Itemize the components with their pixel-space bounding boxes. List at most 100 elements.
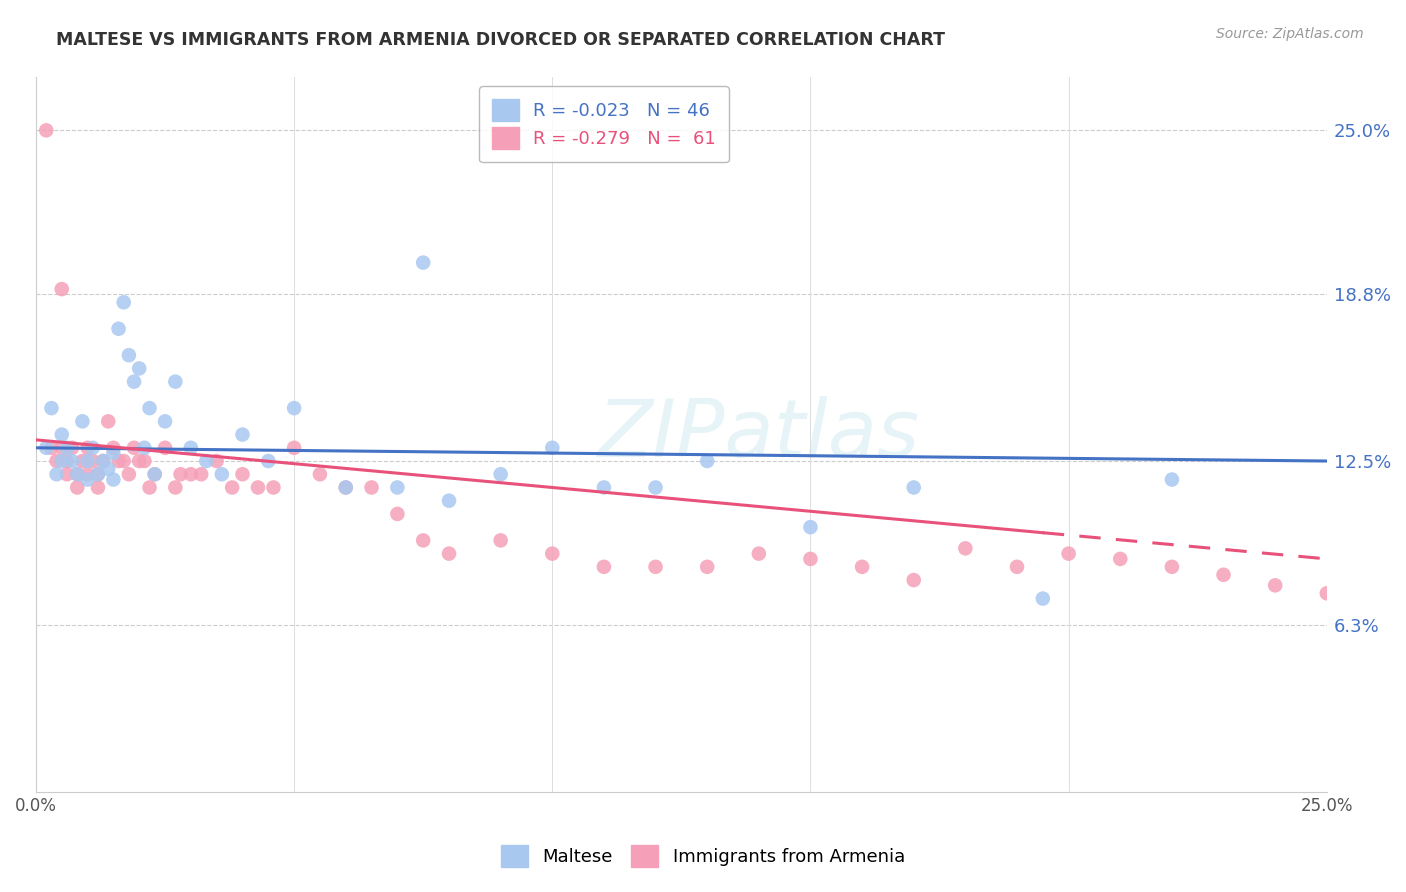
Point [593, 559, 616, 574]
Point [153, 441, 176, 455]
Point [1109, 552, 1132, 566]
Point [103, 446, 125, 460]
Point [128, 454, 150, 468]
Point [35, 123, 58, 137]
Point [1316, 586, 1339, 600]
Point [1161, 559, 1184, 574]
Point [1161, 473, 1184, 487]
Point [107, 322, 129, 336]
Point [211, 467, 233, 482]
Point [103, 441, 125, 455]
Point [748, 547, 770, 561]
Point [82, 454, 104, 468]
Point [45, 454, 67, 468]
Point [138, 480, 160, 494]
Point [180, 441, 202, 455]
Point [122, 441, 145, 455]
Point [799, 552, 821, 566]
Point [1057, 547, 1080, 561]
Point [412, 255, 434, 269]
Point [60, 454, 83, 468]
Point [87, 480, 110, 494]
Point [91, 454, 114, 468]
Point [387, 507, 409, 521]
Point [851, 559, 873, 574]
Point [644, 480, 666, 494]
Point [66, 467, 89, 482]
Point [437, 547, 460, 561]
Point [387, 480, 409, 494]
Point [56, 454, 79, 468]
Point [153, 414, 176, 428]
Point [262, 480, 284, 494]
Point [76, 473, 98, 487]
Point [76, 467, 98, 482]
Point [1212, 567, 1234, 582]
Point [231, 427, 253, 442]
Point [51, 454, 73, 468]
Point [134, 441, 156, 455]
Point [107, 454, 129, 468]
Point [87, 467, 110, 482]
Point [66, 480, 89, 494]
Text: ZIPatlas: ZIPatlas [598, 395, 920, 474]
Point [180, 467, 202, 482]
Point [60, 441, 83, 455]
Point [97, 462, 120, 476]
Point [72, 454, 94, 468]
Point [257, 454, 280, 468]
Point [143, 467, 166, 482]
Point [246, 480, 269, 494]
Point [412, 533, 434, 548]
Point [76, 454, 98, 468]
Point [903, 480, 925, 494]
Point [205, 454, 228, 468]
Point [335, 480, 357, 494]
Point [66, 467, 89, 482]
Point [283, 441, 305, 455]
Point [1264, 578, 1286, 592]
Point [134, 454, 156, 468]
Legend: R = -0.023   N = 46, R = -0.279   N =  61: R = -0.023 N = 46, R = -0.279 N = 61 [479, 87, 728, 162]
Point [489, 467, 512, 482]
Point [56, 467, 79, 482]
Text: MALTESE VS IMMIGRANTS FROM ARMENIA DIVORCED OR SEPARATED CORRELATION CHART: MALTESE VS IMMIGRANTS FROM ARMENIA DIVOR… [56, 31, 945, 49]
Point [195, 454, 218, 468]
Point [138, 401, 160, 416]
Point [955, 541, 977, 556]
Point [1032, 591, 1054, 606]
Point [87, 467, 110, 482]
Point [190, 467, 212, 482]
Point [593, 480, 616, 494]
Point [437, 493, 460, 508]
Point [644, 559, 666, 574]
Point [76, 441, 98, 455]
Point [45, 467, 67, 482]
Point [51, 441, 73, 455]
Point [165, 375, 187, 389]
Point [541, 441, 564, 455]
Point [309, 467, 332, 482]
Point [169, 467, 191, 482]
Point [35, 441, 58, 455]
Point [335, 480, 357, 494]
Point [283, 401, 305, 416]
Point [489, 533, 512, 548]
Point [51, 427, 73, 442]
Point [360, 480, 382, 494]
Point [97, 414, 120, 428]
Point [103, 473, 125, 487]
Point [72, 414, 94, 428]
Point [541, 547, 564, 561]
Point [799, 520, 821, 534]
Point [41, 441, 63, 455]
Point [696, 559, 718, 574]
Point [128, 361, 150, 376]
Point [91, 454, 114, 468]
Legend: Maltese, Immigrants from Armenia: Maltese, Immigrants from Armenia [494, 838, 912, 874]
Point [112, 295, 135, 310]
Point [41, 401, 63, 416]
Point [221, 480, 243, 494]
Point [231, 467, 253, 482]
Point [56, 441, 79, 455]
